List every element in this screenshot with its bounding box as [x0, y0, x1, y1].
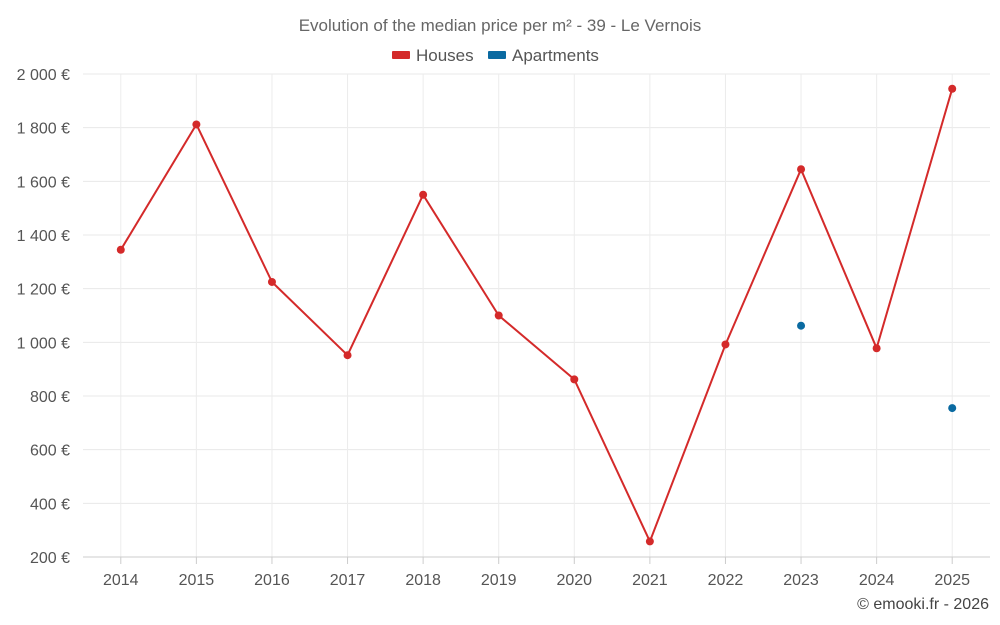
data-point-houses-2022[interactable]: [721, 340, 730, 349]
x-tick-label: 2019: [481, 572, 517, 589]
legend-label-houses[interactable]: Houses: [416, 46, 474, 65]
x-tick-label: 2014: [103, 572, 139, 589]
y-tick-label: 1 000 €: [17, 335, 70, 352]
data-point-apartments-2025[interactable]: [948, 404, 957, 413]
y-tick-label: 2 000 €: [17, 67, 70, 84]
legend: Houses Apartments: [392, 46, 599, 65]
data-point-houses-2017[interactable]: [343, 351, 352, 360]
series-line-houses: [119, 88, 954, 543]
x-tick-label: 2021: [632, 572, 668, 589]
data-point-houses-2025[interactable]: [948, 84, 957, 93]
y-tick-label: 1 600 €: [17, 174, 70, 191]
x-tick-label: 2017: [330, 572, 366, 589]
data-point-houses-2015[interactable]: [192, 120, 201, 129]
y-tick-label: 400 €: [30, 496, 70, 513]
x-tick-label: 2020: [556, 572, 592, 589]
chart-title: Evolution of the median price per m² - 3…: [299, 16, 702, 35]
x-tick-label: 2024: [859, 572, 895, 589]
data-point-houses-2024[interactable]: [872, 344, 881, 353]
series-layer: [116, 84, 957, 546]
x-tick-label: 2016: [254, 572, 290, 589]
y-tick-label: 1 400 €: [17, 228, 70, 245]
x-tick-label: 2018: [405, 572, 441, 589]
y-tick-label: 1 200 €: [17, 282, 70, 299]
grid: [83, 73, 990, 557]
data-point-houses-2019[interactable]: [494, 311, 503, 320]
data-point-houses-2014[interactable]: [116, 245, 125, 254]
legend-label-apartments[interactable]: Apartments: [512, 46, 599, 65]
data-point-houses-2023[interactable]: [797, 165, 806, 174]
y-tick-label: 600 €: [30, 443, 70, 460]
axes: 200 € 400 € 600 € 800 € 1 000 € 1 200 € 1 400 …: [17, 67, 990, 589]
data-point-houses-2020[interactable]: [570, 375, 579, 384]
x-tick-label: 2025: [934, 572, 970, 589]
y-tick-label: 200 €: [30, 550, 70, 567]
data-point-apartments-2023[interactable]: [797, 321, 806, 330]
legend-swatch-apartments[interactable]: [488, 51, 506, 59]
data-point-houses-2018[interactable]: [419, 190, 428, 199]
data-point-houses-2021[interactable]: [645, 537, 654, 546]
data-point-houses-2016[interactable]: [267, 277, 276, 286]
credit-text: © emooki.fr - 2026: [857, 596, 989, 613]
x-tick-label: 2015: [179, 572, 215, 589]
legend-swatch-houses[interactable]: [392, 51, 410, 59]
y-tick-label: 1 800 €: [17, 121, 70, 138]
x-tick-label: 2022: [708, 572, 744, 589]
x-tick-label: 2023: [783, 572, 819, 589]
y-tick-label: 800 €: [30, 389, 70, 406]
